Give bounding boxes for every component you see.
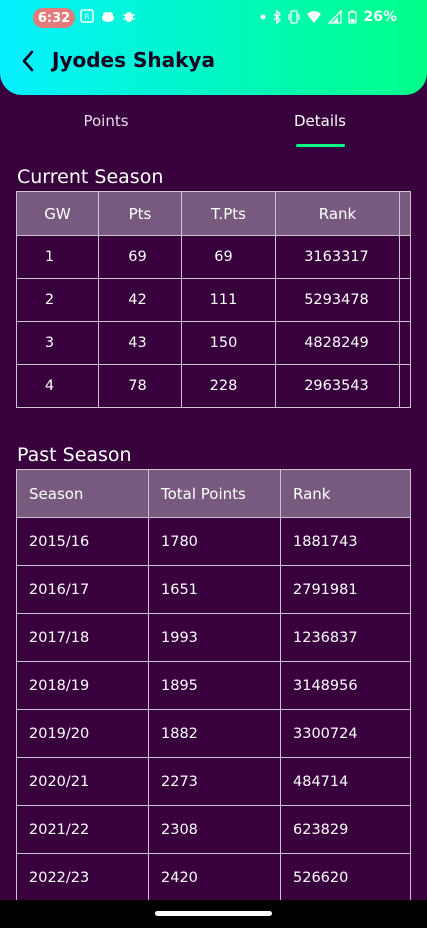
cell-rank: 3300724: [280, 709, 411, 758]
cell-rank: 2963543: [275, 364, 400, 408]
table-row: 2016/17 1651 2791981: [16, 565, 411, 614]
cell-rank: 1236837: [280, 613, 411, 662]
cloud-icon: [102, 12, 114, 22]
past-season-table: Season Total Points Rank 2015/16 1780 18…: [16, 469, 411, 902]
nfc-icon: R: [80, 9, 94, 23]
cell-tpts: 69: [181, 235, 276, 279]
status-time: 6:32: [33, 8, 75, 28]
table-row: 2017/18 1993 1236837: [16, 613, 411, 662]
cell-overflow: [399, 235, 411, 279]
battery-percent: 26%: [363, 9, 397, 25]
cell-total-points: 2273: [148, 757, 281, 806]
past-season-title: Past Season: [17, 444, 132, 466]
cell-gw: 3: [16, 321, 99, 365]
signal-icon: [328, 10, 343, 24]
cell-rank: 5293478: [275, 278, 400, 322]
bug-icon: [123, 12, 135, 22]
column-header-tpts: T.Pts: [181, 191, 276, 236]
table-header-row: GW Pts T.Pts Rank: [16, 191, 411, 236]
cell-total-points: 2420: [148, 853, 281, 902]
cell-rank: 526620: [280, 853, 411, 902]
cell-rank: 1881743: [280, 517, 411, 566]
cell-total-points: 1780: [148, 517, 281, 566]
cell-total-points: 1895: [148, 661, 281, 710]
cell-season: 2022/23: [16, 853, 149, 902]
cell-season: 2017/18: [16, 613, 149, 662]
cell-total-points: 1882: [148, 709, 281, 758]
cell-overflow: [399, 321, 411, 365]
table-row: 2022/23 2420 526620: [16, 853, 411, 902]
status-icons-right: 26%: [260, 9, 397, 25]
back-button[interactable]: [15, 47, 41, 75]
cell-season: 2018/19: [16, 661, 149, 710]
cell-gw: 1: [16, 235, 99, 279]
status-icons-left: R: [80, 9, 136, 23]
cell-total-points: 1993: [148, 613, 281, 662]
battery-icon: [348, 10, 358, 24]
cell-overflow: [399, 278, 411, 322]
cell-rank: 623829: [280, 805, 411, 854]
table-row: 2018/19 1895 3148956: [16, 661, 411, 710]
current-season-table: GW Pts T.Pts Rank 1 69 69 3163317 2 42 1…: [16, 191, 411, 408]
home-gesture-handle[interactable]: [155, 911, 272, 916]
app-header: 6:32 R 26% Jyodes Shakya: [0, 0, 427, 95]
table-row: 2021/22 2308 623829: [16, 805, 411, 854]
wifi-icon: [307, 11, 322, 23]
cell-pts: 43: [98, 321, 182, 365]
table-header-row: Season Total Points Rank: [16, 469, 411, 518]
cell-tpts: 228: [181, 364, 276, 408]
table-row: 2020/21 2273 484714: [16, 757, 411, 806]
vibrate-icon: [288, 10, 301, 24]
dot-icon: [260, 14, 266, 20]
cell-season: 2021/22: [16, 805, 149, 854]
bluetooth-icon: [273, 10, 282, 24]
cell-rank: 3163317: [275, 235, 400, 279]
tab-details[interactable]: Details: [293, 112, 346, 130]
cell-tpts: 111: [181, 278, 276, 322]
table-row: 2019/20 1882 3300724: [16, 709, 411, 758]
svg-text:R: R: [85, 13, 90, 21]
cell-rank: 484714: [280, 757, 411, 806]
column-header-season: Season: [16, 469, 149, 518]
tab-bar: Points Details: [0, 104, 427, 148]
system-nav-bar: [0, 900, 427, 928]
cell-pts: 78: [98, 364, 182, 408]
cell-overflow: [399, 364, 411, 408]
cell-total-points: 1651: [148, 565, 281, 614]
cell-total-points: 2308: [148, 805, 281, 854]
cell-rank: 3148956: [280, 661, 411, 710]
column-header-rank: Rank: [280, 469, 411, 518]
table-row: 4 78 228 2963543: [16, 364, 411, 408]
cell-gw: 4: [16, 364, 99, 408]
column-header-rank: Rank: [275, 191, 400, 236]
table-row: 1 69 69 3163317: [16, 235, 411, 279]
column-header-overflow: [399, 191, 411, 236]
back-arrow-icon: [22, 50, 34, 72]
table-row: 2 42 111 5293478: [16, 278, 411, 322]
table-row: 3 43 150 4828249: [16, 321, 411, 365]
current-season-title: Current Season: [17, 166, 164, 188]
column-header-gw: GW: [16, 191, 99, 236]
page-title: Jyodes Shakya: [52, 48, 215, 72]
cell-season: 2015/16: [16, 517, 149, 566]
tab-points[interactable]: Points: [83, 112, 129, 130]
cell-rank: 2791981: [280, 565, 411, 614]
cell-season: 2020/21: [16, 757, 149, 806]
cell-season: 2019/20: [16, 709, 149, 758]
column-header-total-points: Total Points: [148, 469, 281, 518]
column-header-pts: Pts: [98, 191, 182, 236]
tab-selected-indicator: [296, 144, 345, 147]
cell-rank: 4828249: [275, 321, 400, 365]
cell-tpts: 150: [181, 321, 276, 365]
cell-season: 2016/17: [16, 565, 149, 614]
status-bar: 6:32 R 26%: [0, 0, 427, 34]
cell-pts: 42: [98, 278, 182, 322]
cell-gw: 2: [16, 278, 99, 322]
cell-pts: 69: [98, 235, 182, 279]
table-row: 2015/16 1780 1881743: [16, 517, 411, 566]
